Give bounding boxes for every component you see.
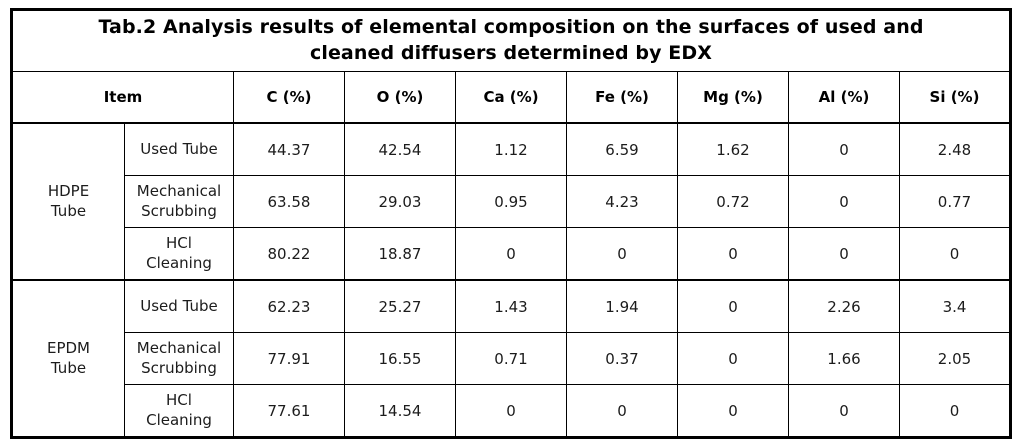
row-epdm-mechanical-scrubbing: Mechanical Scrubbing 77.91 16.55 0.71 0.… [12, 332, 1011, 385]
value-cell: 1.66 [788, 332, 900, 385]
column-header-si: Si (%) [899, 71, 1011, 124]
value-cell: 0 [788, 384, 900, 438]
value-cell: 0 [788, 227, 900, 281]
value-cell: 0.72 [677, 175, 789, 228]
value-cell: 0 [899, 384, 1011, 438]
value-cell: 1.12 [455, 122, 567, 176]
value-cell: 0 [899, 227, 1011, 281]
value-cell: 6.59 [566, 122, 678, 176]
value-cell: 0 [677, 332, 789, 385]
value-cell: 18.87 [344, 227, 456, 281]
value-cell: 0 [677, 227, 789, 281]
value-cell: 2.48 [899, 122, 1011, 176]
table-title: Tab.2 Analysis results of elemental comp… [11, 9, 1011, 72]
value-cell: 77.61 [233, 384, 345, 438]
column-header-al: Al (%) [788, 71, 900, 124]
value-cell: 16.55 [344, 332, 456, 385]
row-hdpe-mechanical-scrubbing: Mechanical Scrubbing 63.58 29.03 0.95 4.… [12, 175, 1011, 228]
row-hdpe-hcl-cleaning: HCl Cleaning 80.22 18.87 0 0 0 0 0 [12, 227, 1011, 281]
row-group-epdm-tube: EPDM Tube [11, 279, 125, 438]
column-header-c: C (%) [233, 71, 345, 124]
title-row: Tab.2 Analysis results of elemental comp… [11, 9, 1011, 72]
value-cell: 1.62 [677, 122, 789, 176]
row-label-mechanical-scrubbing: Mechanical Scrubbing [124, 332, 234, 385]
value-cell: 0 [455, 384, 567, 438]
row-epdm-hcl-cleaning: HCl Cleaning 77.61 14.54 0 0 0 0 0 [12, 384, 1011, 438]
value-cell: 29.03 [344, 175, 456, 228]
column-header-ca: Ca (%) [455, 71, 567, 124]
column-header-o: O (%) [344, 71, 456, 124]
value-cell: 2.26 [788, 279, 900, 333]
row-label-mechanical-scrubbing: Mechanical Scrubbing [124, 175, 234, 228]
row-label-used-tube: Used Tube [124, 122, 234, 176]
value-cell: 0.37 [566, 332, 678, 385]
value-cell: 0 [677, 384, 789, 438]
edx-results-table: Tab.2 Analysis results of elemental comp… [10, 8, 1012, 439]
value-cell: 1.43 [455, 279, 567, 333]
value-cell: 1.94 [566, 279, 678, 333]
value-cell: 0.71 [455, 332, 567, 385]
column-header-mg: Mg (%) [677, 71, 789, 124]
row-label-hcl-cleaning: HCl Cleaning [124, 384, 234, 438]
value-cell: 25.27 [344, 279, 456, 333]
value-cell: 0 [566, 227, 678, 281]
value-cell: 2.05 [899, 332, 1011, 385]
column-header-fe: Fe (%) [566, 71, 678, 124]
header-row: Item C (%) O (%) Ca (%) Fe (%) Mg (%) Al… [11, 71, 1011, 124]
value-cell: 4.23 [566, 175, 678, 228]
value-cell: 0 [788, 122, 900, 176]
value-cell: 62.23 [233, 279, 345, 333]
value-cell: 0.95 [455, 175, 567, 228]
value-cell: 14.54 [344, 384, 456, 438]
value-cell: 0 [677, 279, 789, 333]
value-cell: 3.4 [899, 279, 1011, 333]
row-epdm-used-tube: EPDM Tube Used Tube 62.23 25.27 1.43 1.9… [11, 279, 1011, 438]
value-cell: 0 [788, 175, 900, 228]
value-cell: 44.37 [233, 122, 345, 176]
value-cell: 0 [566, 384, 678, 438]
row-label-used-tube: Used Tube [124, 279, 234, 333]
value-cell: 80.22 [233, 227, 345, 281]
value-cell: 63.58 [233, 175, 345, 228]
row-group-hdpe-tube: HDPE Tube [11, 122, 125, 281]
value-cell: 0.77 [899, 175, 1011, 228]
value-cell: 0 [455, 227, 567, 281]
column-header-item: Item [11, 71, 234, 124]
value-cell: 42.54 [344, 122, 456, 176]
row-hdpe-used-tube: HDPE Tube Used Tube 44.37 42.54 1.12 6.5… [11, 122, 1011, 281]
value-cell: 77.91 [233, 332, 345, 385]
row-label-hcl-cleaning: HCl Cleaning [124, 227, 234, 281]
